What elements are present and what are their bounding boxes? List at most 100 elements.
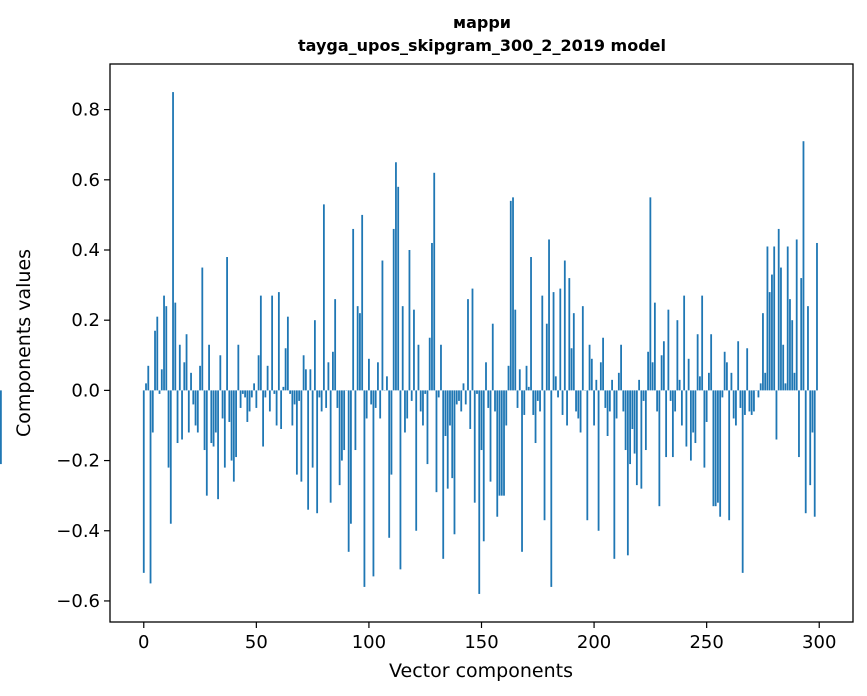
bar-153	[487, 390, 490, 408]
bar-123	[419, 390, 422, 412]
bar-94	[354, 390, 357, 451]
bar-248	[701, 295, 704, 391]
bar-15	[176, 390, 179, 444]
bar-128	[431, 242, 433, 391]
bar-116	[404, 390, 406, 433]
bar-95	[356, 306, 359, 391]
bar-205	[604, 390, 607, 408]
bar-41	[235, 390, 237, 458]
bar-178	[543, 390, 546, 521]
bar-38	[228, 390, 231, 422]
bar-45	[244, 390, 246, 398]
bar-174	[534, 390, 537, 444]
bar-126	[426, 390, 429, 465]
bar-140	[458, 390, 460, 401]
bar-293	[802, 141, 805, 391]
bar-244	[692, 390, 695, 433]
bar-55	[266, 365, 269, 391]
bar-165	[514, 309, 517, 391]
bar-97	[361, 214, 364, 391]
bar-245	[694, 390, 697, 444]
bar-144	[467, 299, 469, 391]
plot-frame	[109, 63, 854, 623]
bar-49	[253, 383, 255, 391]
bar-83	[329, 390, 332, 503]
bar-259	[726, 362, 728, 391]
bar-68	[295, 390, 298, 475]
bar-117	[406, 390, 409, 419]
bar-98	[363, 390, 366, 587]
bar-224	[647, 351, 650, 391]
bar-87	[338, 390, 341, 486]
bar-166	[516, 390, 519, 408]
x-tick-label: 150	[464, 632, 498, 653]
bar-284	[782, 344, 785, 391]
bar-85	[334, 299, 337, 391]
y-tick-label: −0.2	[56, 451, 100, 472]
bar-181	[550, 390, 553, 587]
bar-287	[789, 299, 791, 391]
bar-67	[293, 390, 296, 405]
bar-167	[518, 369, 521, 391]
bar-131	[437, 390, 440, 398]
bar-233	[667, 309, 670, 391]
bar-171	[527, 386, 530, 391]
x-tick-label: 300	[802, 632, 836, 653]
bar-235	[671, 390, 674, 458]
bar-57	[271, 295, 274, 391]
bar-250	[705, 390, 708, 422]
bar-25	[199, 365, 201, 391]
bar-60	[277, 292, 280, 391]
bar-103	[374, 390, 377, 408]
bar-265	[739, 390, 742, 408]
bar-285	[784, 383, 787, 391]
bar-264	[737, 341, 740, 391]
bar-33	[217, 390, 219, 500]
x-tick-label: 200	[577, 632, 611, 653]
bar-110	[390, 390, 393, 475]
bar-137	[451, 390, 454, 479]
bar-69	[298, 390, 301, 401]
bar-281	[775, 390, 778, 440]
bar-215	[626, 390, 629, 556]
y-tick-label: 0.8	[71, 100, 100, 121]
bar-216	[629, 390, 631, 465]
bar-279	[771, 274, 773, 391]
bar-44	[241, 390, 244, 394]
bar-228	[656, 390, 659, 412]
bar-88	[341, 390, 343, 461]
x-axis-ticks: 0 50 100 150 200 250 300	[138, 622, 836, 653]
bar-275	[762, 313, 764, 391]
bar-113	[397, 186, 400, 391]
bar-280	[773, 246, 776, 391]
bar-146	[471, 288, 474, 391]
bar-78	[318, 390, 321, 398]
y-axis-label: Components values	[13, 249, 35, 437]
x-tick-label: 0	[138, 632, 149, 653]
bar-42	[237, 344, 240, 391]
bar-115	[401, 306, 404, 391]
bar-177	[541, 295, 544, 391]
bar-125	[424, 390, 427, 394]
bar-199	[590, 358, 593, 391]
bar-undefined	[0, 390, 2, 465]
y-tick-label: 0.2	[71, 310, 100, 331]
bar-204	[602, 337, 604, 391]
bar-148	[476, 390, 478, 394]
bar-159	[500, 390, 503, 496]
bar-108	[386, 376, 388, 391]
y-tick-label: −0.6	[56, 591, 100, 612]
bar-92	[350, 390, 352, 524]
bar-161	[505, 390, 508, 426]
bar-109	[388, 390, 391, 538]
bar-182	[552, 292, 555, 391]
bar-267	[744, 390, 746, 415]
bar-1	[145, 383, 147, 391]
bar-266	[741, 390, 744, 573]
bar-32	[214, 390, 217, 433]
bar-8	[160, 369, 163, 391]
bar-212	[620, 344, 622, 391]
bar-271	[753, 390, 755, 412]
bar-288	[791, 320, 794, 391]
bar-120	[413, 309, 415, 391]
